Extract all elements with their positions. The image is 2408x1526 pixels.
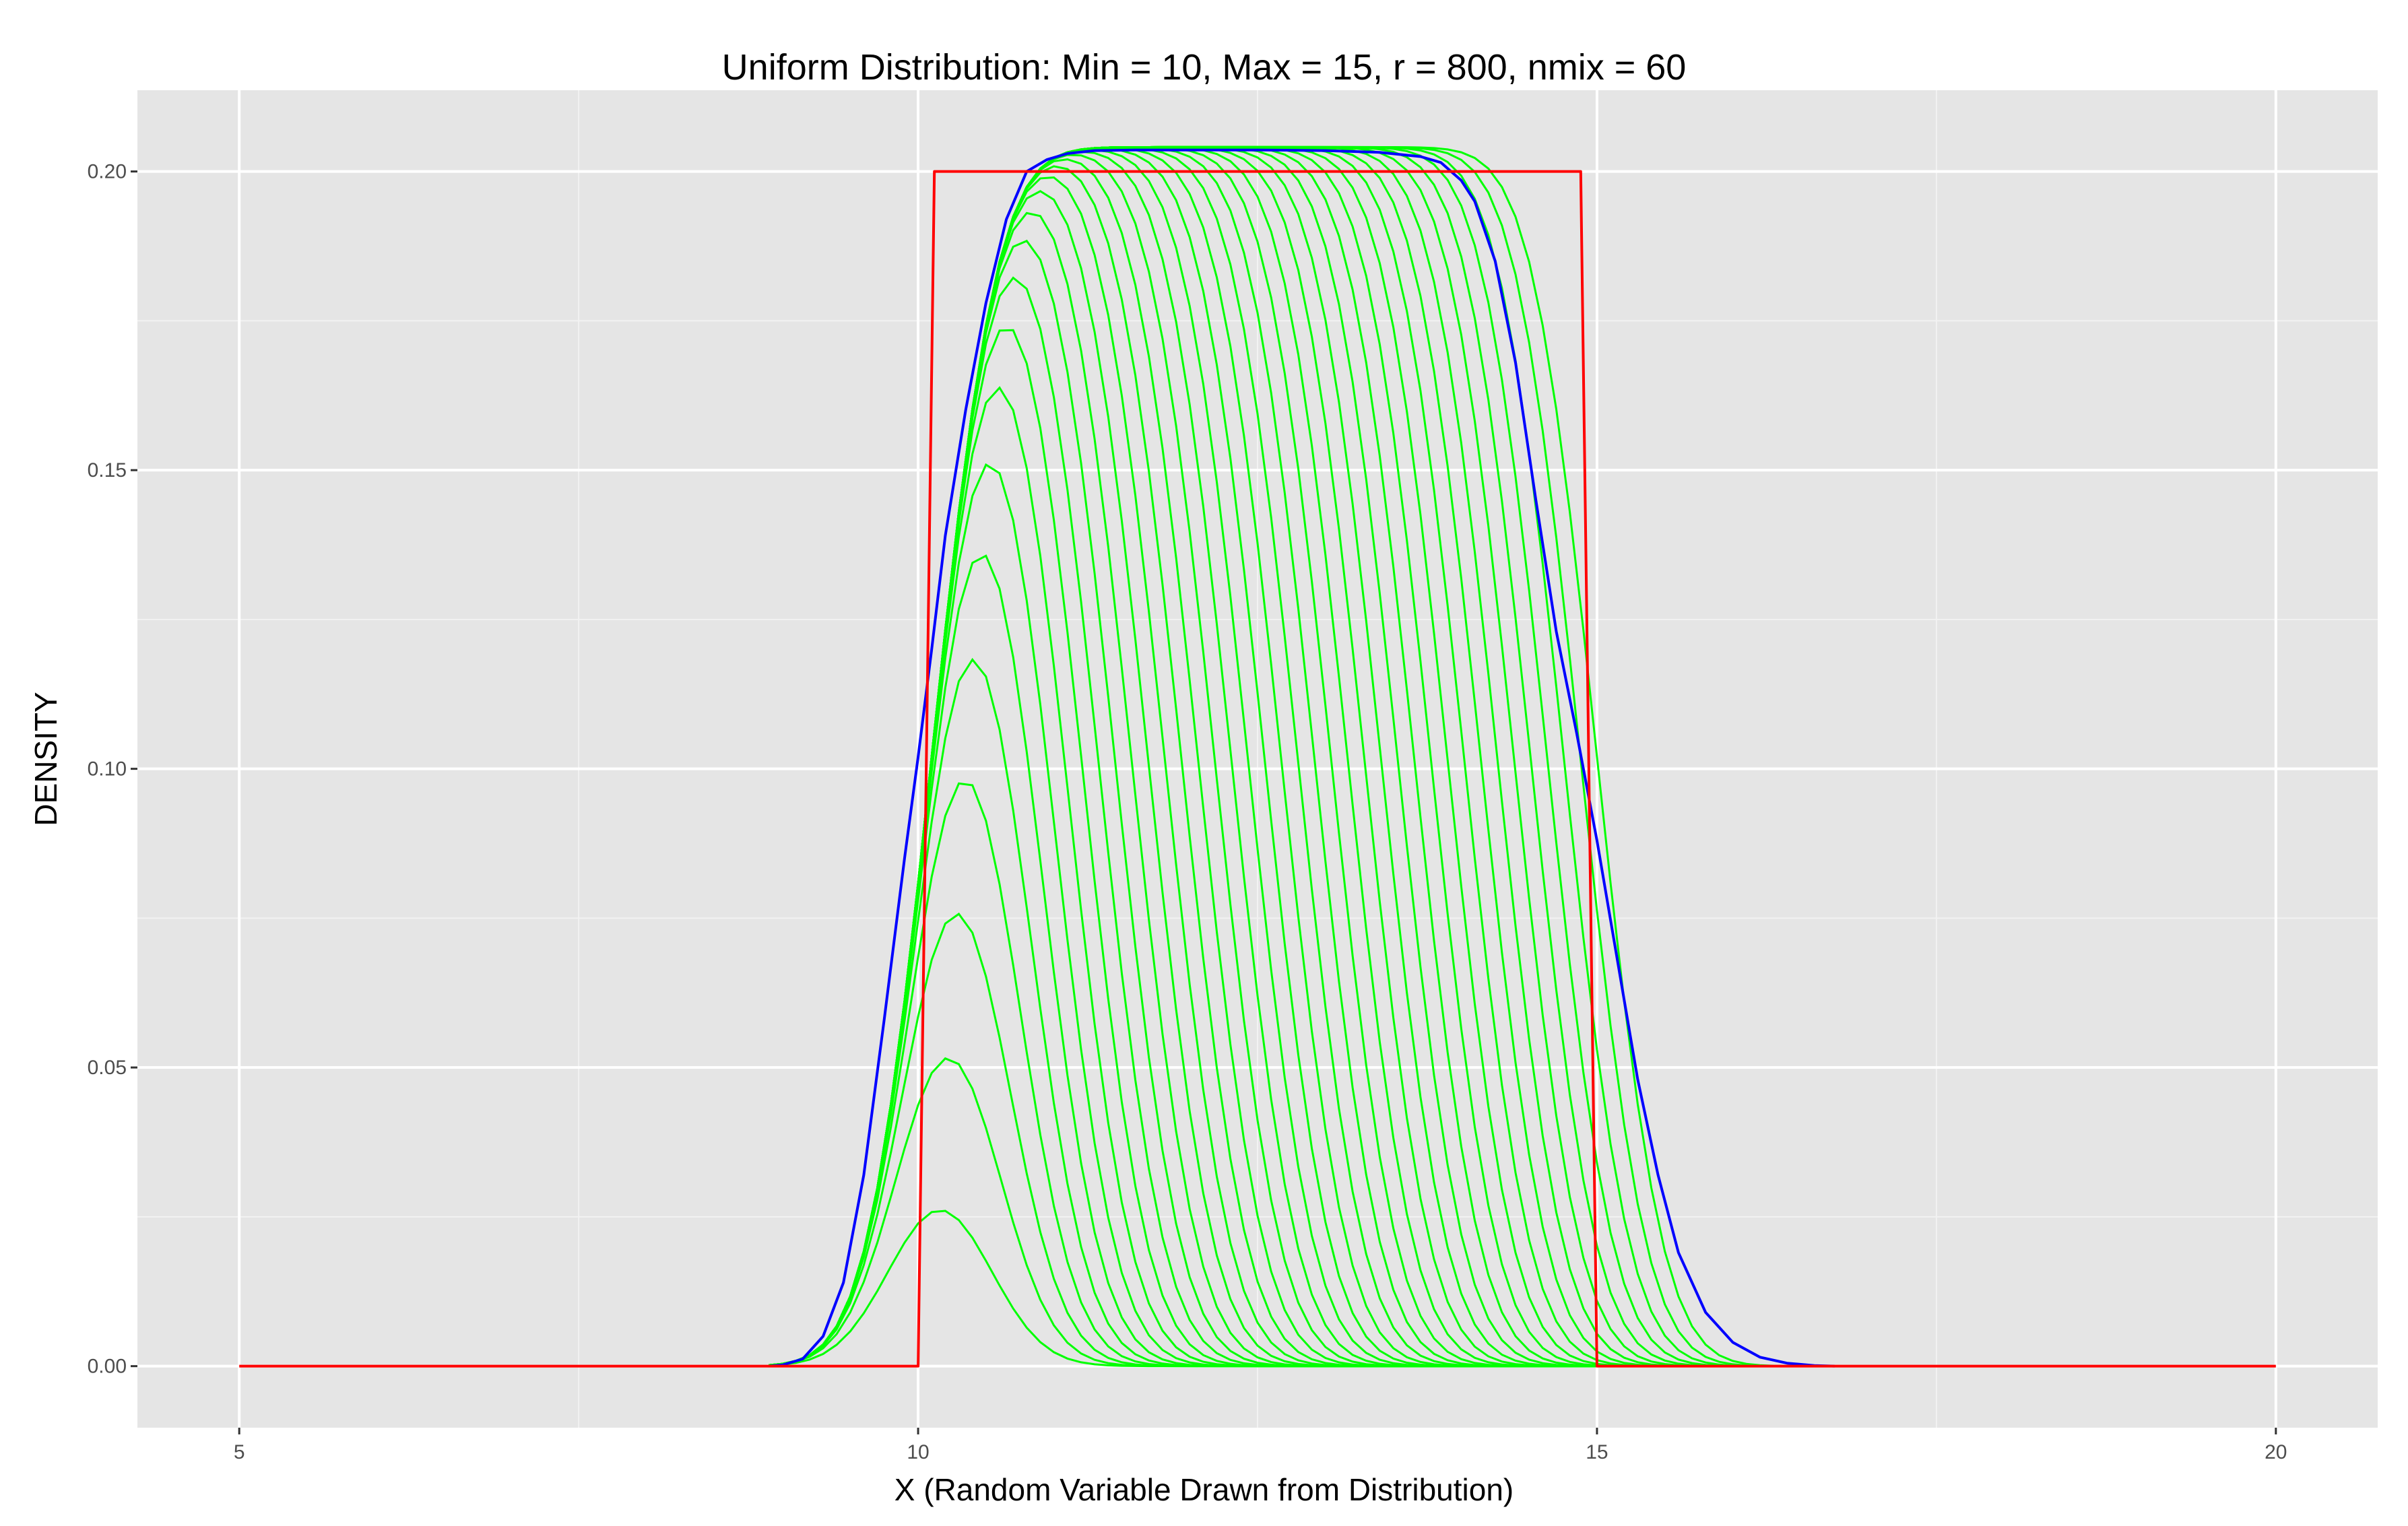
x-tick-label: 5 [234,1441,245,1463]
mixture-density-line [769,148,1835,1368]
y-tick-label: 0.00 [88,1356,127,1378]
x-tick-label: 20 [2265,1441,2287,1463]
y-axis-title: DENSITY [28,692,63,826]
y-tick-label: 0.15 [88,459,127,482]
y-tick-label: 0.20 [88,161,127,183]
series-lines [239,148,2276,1368]
y-tick-label: 0.05 [88,1057,127,1079]
x-tick-label: 15 [1586,1441,1608,1463]
x-axis-ticks: 5 10 15 20 [234,1428,2287,1463]
component-curve [769,145,1842,1368]
x-axis-title: X (Random Variable Drawn from Distributi… [894,1472,1514,1507]
true-density-line [239,170,2276,1368]
y-axis-ticks: 0.00 0.05 0.10 0.15 0.20 [88,161,137,1378]
y-tick-label: 0.10 [88,758,127,781]
chart-title: Uniform Distribution: Min = 10, Max = 15… [722,47,1687,88]
x-tick-label: 10 [907,1441,929,1463]
